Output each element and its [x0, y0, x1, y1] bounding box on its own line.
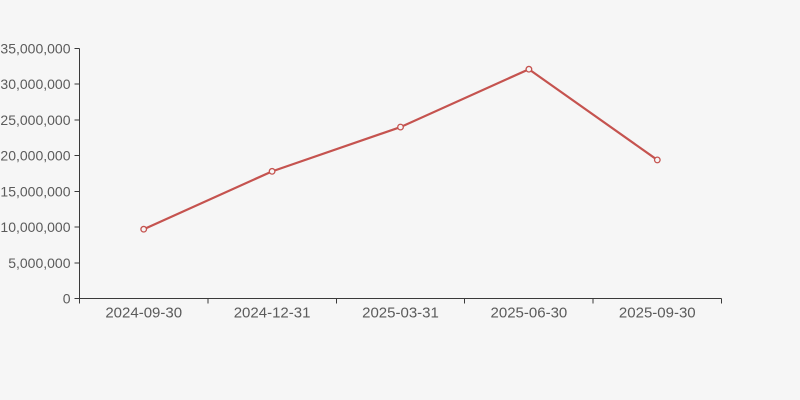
x-tick-label: 2024-09-30: [105, 305, 182, 322]
x-tick-label: 2024-12-31: [234, 305, 311, 322]
series-line: [142, 68, 659, 231]
x-tick-label: 2025-09-30: [619, 305, 696, 322]
data-point-marker[interactable]: [397, 123, 404, 131]
y-tick-label: 15,000,000: [0, 183, 70, 199]
data-point-marker[interactable]: [268, 167, 276, 175]
y-tick-label: 0: [63, 291, 71, 307]
y-tick-label: 5,000,000: [8, 255, 70, 271]
data-point-marker[interactable]: [140, 225, 148, 233]
x-tick-label: 2025-06-30: [491, 305, 568, 322]
y-tick-label: 20,000,000: [0, 148, 70, 164]
x-tick-label: 2025-03-31: [362, 305, 439, 322]
y-tick-label: 35,000,000: [0, 41, 70, 57]
y-tick-label: 25,000,000: [0, 112, 70, 128]
y-tick-label: 10,000,000: [0, 219, 70, 235]
data-point-marker[interactable]: [525, 65, 533, 73]
data-point-marker[interactable]: [653, 156, 661, 164]
y-tick-label: 30,000,000: [0, 76, 70, 92]
